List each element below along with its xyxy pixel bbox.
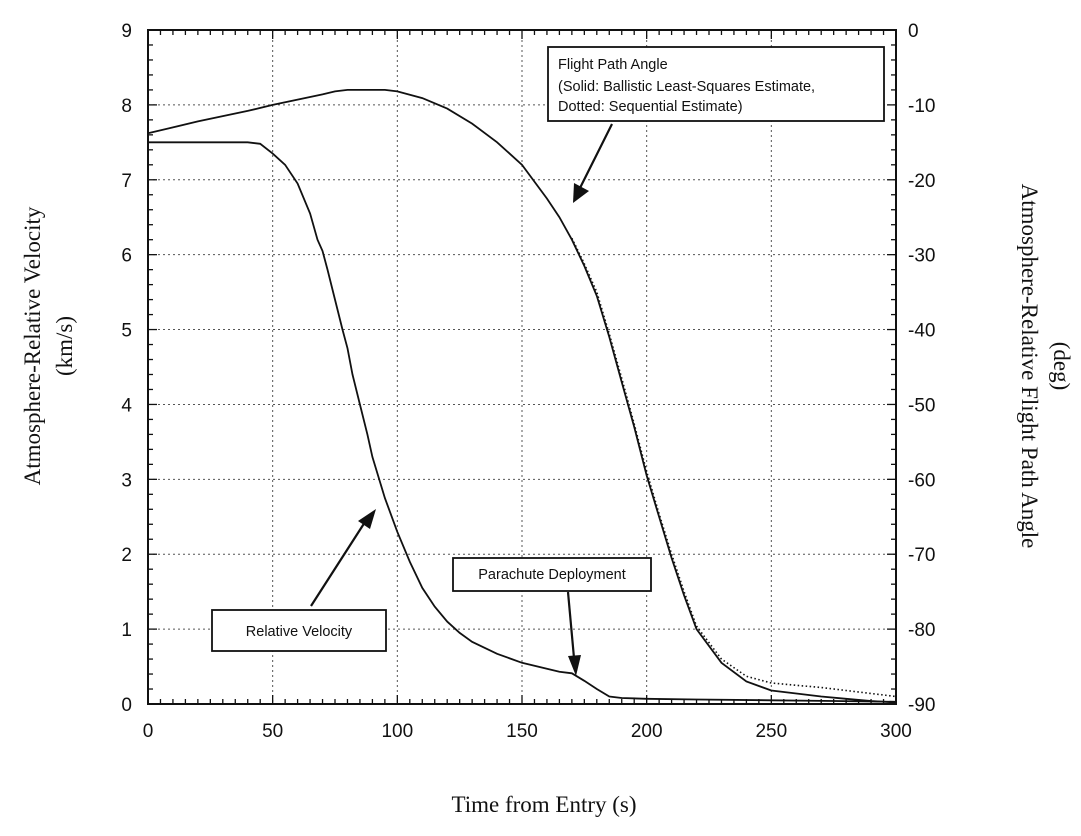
y-right-tick-label: -90 [908, 695, 935, 716]
tick-labels: 0 50 100 150 200 250 300 0 1 2 3 4 5 6 7 8 9 -90 -80 -70 -60… [121, 21, 935, 742]
series-layer [147, 89, 897, 704]
x-tick-label: 100 [381, 721, 413, 742]
series-relative-velocity-line [148, 141, 897, 703]
x-tick-label: 300 [880, 721, 912, 742]
annotation-flight-path-angle-arrowhead [573, 183, 589, 203]
y-right-tick-label: -70 [908, 545, 935, 566]
series-flight-path-angle-ballistic-line [147, 89, 897, 704]
series-flight-path-angle-sequential-line [571, 237, 897, 698]
annotation-parachute-deployment-arrow [566, 591, 576, 659]
annotation-flight-path-angle-line-1: Flight Path Angle [558, 57, 668, 73]
y-right-axis-title-line-1: Atmosphere-Relative Flight Path Angle [1017, 184, 1042, 549]
annotation-relative-velocity-label: Relative Velocity [246, 624, 353, 640]
grid [148, 30, 896, 704]
annotation-flight-path-angle-line-2: (Solid: Ballistic Least-Squares Estimate… [558, 79, 815, 95]
y-right-tick-label: 0 [908, 21, 919, 42]
y-left-tick-label: 1 [121, 620, 132, 641]
y-right-tick-label: -20 [908, 171, 935, 192]
y-right-tick-label: -80 [908, 620, 935, 641]
annotation-relative-velocity: Relative Velocity [211, 509, 387, 652]
y-right-tick-label: -10 [908, 96, 935, 117]
annotation-flight-path-angle-arrow [579, 123, 613, 189]
y-left-tick-label: 3 [121, 470, 132, 491]
x-axis-title: Time from Entry (s) [451, 792, 636, 817]
y-left-tick-label: 6 [121, 246, 132, 267]
y-left-tick-label: 5 [121, 321, 132, 342]
y-right-tick-label: -40 [908, 321, 935, 342]
annotation-parachute-deployment-box [452, 557, 652, 592]
x-tick-label: 200 [631, 721, 663, 742]
annotation-flight-path-angle-line-3: Dotted: Sequential Estimate) [558, 99, 743, 115]
y-left-tick-label: 2 [121, 545, 132, 566]
x-tick-label: 250 [755, 721, 787, 742]
y-right-tick-label: -60 [908, 470, 935, 491]
y-left-tick-label: 8 [121, 96, 132, 117]
y-right-tick-label: -50 [908, 395, 935, 416]
annotation-flight-path-angle-box [547, 46, 885, 122]
annotation-relative-velocity-arrowhead [358, 509, 376, 529]
annotation-relative-velocity-box [211, 609, 387, 652]
y-left-tick-label: 0 [121, 695, 132, 716]
y-left-axis-title-line-1: Atmosphere-Relative Velocity [20, 206, 45, 485]
annotation-parachute-deployment-label: Parachute Deployment [478, 567, 626, 583]
x-tick-label: 150 [506, 721, 538, 742]
x-tick-label: 0 [143, 721, 154, 742]
y-left-tick-label: 4 [121, 395, 132, 416]
y-right-tick-label: -30 [908, 246, 935, 267]
y-right-axis-title: Atmosphere-Relative Flight Path Angle (d… [1017, 184, 1074, 549]
y-left-tick-label: 9 [121, 21, 132, 42]
plot-frame [147, 29, 897, 705]
annotation-flight-path-angle: Flight Path Angle (Solid: Ballistic Leas… [547, 46, 885, 203]
x-tick-label: 50 [262, 721, 283, 742]
annotation-relative-velocity-arrow [310, 521, 366, 607]
y-left-axis-title: Atmosphere-Relative Velocity (km/s) [20, 206, 77, 485]
y-left-tick-label: 7 [121, 171, 132, 192]
y-right-axis-title-line-2: (deg) [1049, 342, 1074, 391]
annotation-parachute-deployment: Parachute Deployment [452, 557, 652, 676]
y-left-axis-title-line-2: (km/s) [52, 316, 77, 376]
annotation-parachute-deployment-arrowhead [568, 655, 581, 676]
